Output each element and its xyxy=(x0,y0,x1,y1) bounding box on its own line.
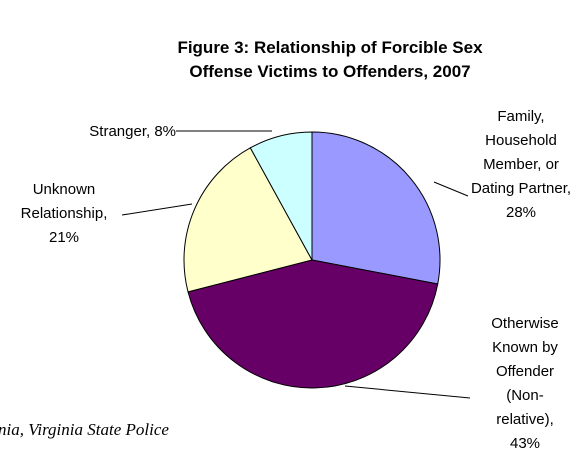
data-label: Otherwise Known by Offender (Non-relativ… xyxy=(491,315,559,452)
pie-slice xyxy=(183,147,313,293)
data-label: Stranger, 8% xyxy=(89,123,176,140)
leader-line xyxy=(433,181,469,197)
pie-slice xyxy=(249,131,313,261)
slices xyxy=(183,131,441,389)
source-note: nia, Virginia State Police xyxy=(0,420,169,439)
leader-line xyxy=(344,385,471,399)
chart-title: Figure 3: Relationship of Forcible Sex O… xyxy=(177,38,483,81)
leader-lines xyxy=(121,130,471,399)
pie-slice xyxy=(311,131,441,285)
data-label: Family, Household Member, or Dating Part… xyxy=(470,108,572,221)
pie-slice xyxy=(187,259,439,389)
data-label: Unknown Relationship, 21% xyxy=(20,181,108,246)
leader-line xyxy=(121,203,193,216)
